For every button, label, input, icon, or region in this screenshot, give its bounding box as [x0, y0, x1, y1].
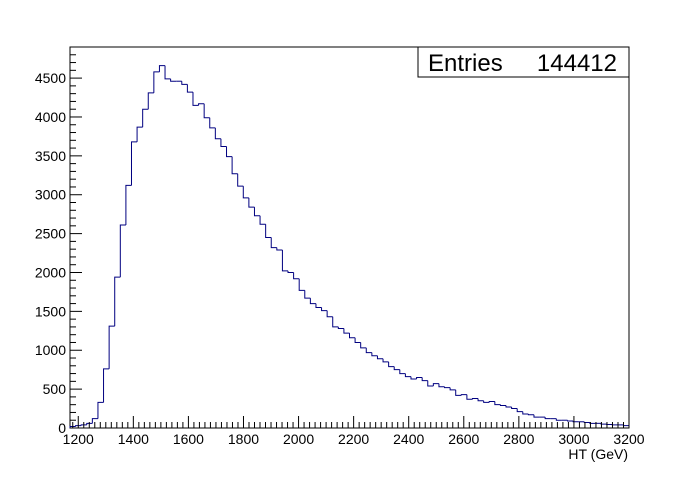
y-tick-label: 4500: [35, 70, 66, 86]
y-tick-label: 2000: [35, 264, 66, 280]
y-tick-label: 2500: [35, 226, 66, 242]
y-tick-label: 500: [43, 381, 67, 397]
y-tick-label: 1000: [35, 342, 66, 358]
y-tick-label: 3500: [35, 148, 66, 164]
x-tick-label: 3000: [558, 431, 589, 447]
stats-entries-label: Entries: [428, 50, 503, 77]
x-tick-label: 2000: [283, 431, 314, 447]
x-tick-label: 1400: [118, 431, 149, 447]
x-tick-label: 2200: [338, 431, 369, 447]
x-tick-label: 1600: [173, 431, 204, 447]
x-tick-label: 2800: [503, 431, 534, 447]
x-tick-label: 2600: [448, 431, 479, 447]
x-axis-title: HT (GeV): [568, 446, 628, 462]
y-tick-label: 4000: [35, 109, 66, 125]
y-tick-label: 0: [58, 420, 66, 436]
stats-box: Entries 144412: [418, 47, 629, 77]
x-tick-label: 1800: [228, 431, 259, 447]
y-tick-label: 3000: [35, 187, 66, 203]
y-tick-label: 1500: [35, 303, 66, 319]
x-tick-label: 2400: [393, 431, 424, 447]
plot-frame: [70, 47, 629, 428]
x-tick-label: 1200: [63, 431, 94, 447]
stats-entries-value: 144412: [537, 50, 617, 77]
x-tick-label: 3200: [613, 431, 644, 447]
